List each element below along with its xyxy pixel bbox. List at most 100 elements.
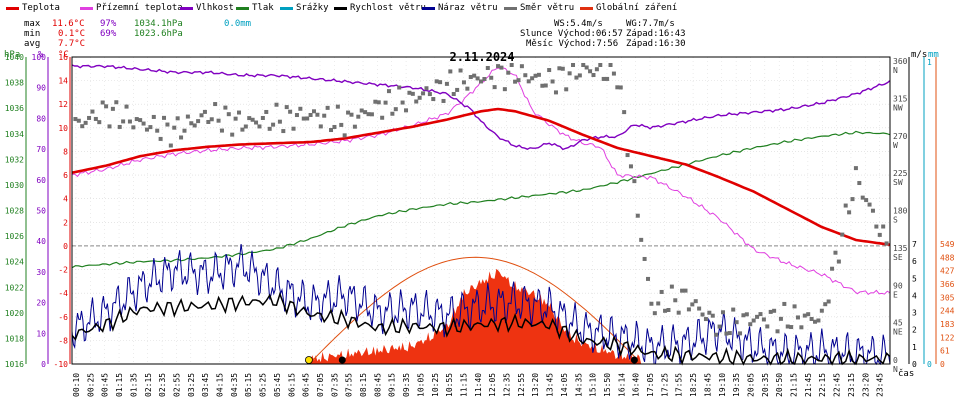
wind-direction-point — [386, 89, 391, 94]
wind-direction-point — [731, 307, 736, 312]
legend-swatch — [504, 6, 517, 10]
wind-direction-point — [608, 63, 613, 67]
x-tick-label: 20:35 — [761, 373, 770, 397]
y-tick-wm2: 366 — [940, 280, 955, 289]
wind-direction-point — [802, 313, 807, 318]
wind-direction-point — [509, 63, 514, 67]
y-tick-direction-label: SE — [893, 253, 903, 262]
x-tick-label: 00:45 — [101, 373, 110, 397]
x-tick-label: 13:45 — [546, 373, 555, 397]
legend-label: Rychlost větru — [350, 3, 426, 13]
y-tick-percent: 20 — [36, 299, 46, 308]
wind-direction-point — [97, 120, 102, 125]
wind-direction-point — [615, 85, 620, 90]
stat-min-humidity: 69% — [100, 29, 117, 39]
y-tick-direction: 45 — [893, 319, 903, 328]
wind-direction-point — [424, 86, 429, 91]
wind-direction-point — [697, 306, 702, 311]
wind-direction-point — [625, 153, 630, 158]
wind-direction-point — [611, 71, 616, 76]
wind-direction-point — [369, 112, 374, 117]
wind-direction-point — [663, 308, 668, 313]
wind-direction-point — [301, 116, 306, 121]
wind-direction-point — [646, 276, 651, 281]
wind-direction-point — [823, 302, 828, 307]
wind-direction-point — [325, 105, 330, 110]
wind-direction-point — [390, 111, 395, 116]
wind-direction-point — [138, 118, 143, 123]
wind-direction-point — [741, 313, 746, 318]
wind-direction-point — [656, 301, 661, 306]
wind-direction-point — [557, 66, 562, 71]
legend-swatch — [580, 6, 593, 10]
wind-direction-point — [407, 90, 412, 95]
wind-direction-point — [758, 312, 763, 317]
radiation-series — [304, 256, 642, 365]
x-tick-label: 08:45 — [373, 373, 382, 397]
x-tick-label: 18:25 — [689, 373, 698, 397]
wind-direction-point — [588, 69, 593, 74]
wind-direction-point — [847, 210, 852, 215]
legend-item-temp: Teplota — [6, 3, 60, 15]
wind-direction-point — [513, 79, 518, 84]
wind-direction-point — [397, 85, 402, 90]
y-tick-degc: -8 — [58, 336, 68, 345]
x-tick-label: 23:45 — [876, 373, 885, 397]
wind-direction-point — [577, 73, 582, 78]
axis-header-celsius: °C — [58, 50, 69, 60]
x-tick-label: 00:10 — [72, 373, 81, 397]
x-tick-label: 08:15 — [359, 373, 368, 397]
wind-direction-point — [209, 117, 214, 122]
wind-direction-point — [850, 197, 855, 202]
wind-direction-point — [598, 63, 603, 67]
legend-item-wind-dir: Směr větru — [504, 3, 574, 15]
series-line-teplota — [71, 107, 891, 246]
wind-direction-point — [179, 135, 184, 140]
wind-direction-point — [506, 70, 511, 75]
y-tick-wm2: 0 — [940, 360, 945, 369]
wind-direction-point — [867, 202, 872, 207]
legend-label: Vlhkost — [196, 3, 234, 13]
wind-direction-point — [864, 198, 869, 203]
stat-max-rain: 0.0mm — [224, 19, 252, 29]
line-series — [71, 64, 891, 366]
y-tick-wm2: 549 — [940, 240, 955, 249]
legend-swatch — [6, 6, 19, 10]
y-tick-wm2: 305 — [940, 293, 955, 302]
wind-direction-point — [877, 232, 882, 237]
legend-label: Tlak — [252, 3, 274, 13]
x-tick-label: 23:15 — [847, 373, 856, 397]
x-tick-label: 23:20 — [861, 373, 870, 397]
y-tick-direction: 360 — [893, 57, 908, 66]
wind-direction-point — [165, 122, 170, 127]
y-tick-degc: -2 — [58, 266, 68, 275]
wind-direction-point — [782, 301, 787, 306]
y-tick-direction: 0 — [893, 356, 898, 365]
legend-label: Přízemní teplota — [96, 3, 183, 13]
wind-direction-point — [427, 92, 432, 97]
x-tick-label: 09:35 — [402, 373, 411, 397]
axis-header-ms: m/s — [911, 50, 928, 60]
wind-direction-point — [748, 322, 753, 327]
wind-direction-point — [230, 132, 235, 137]
wind-direction-point — [485, 65, 490, 70]
wind-direction-point — [707, 310, 712, 315]
wind-direction-point — [254, 120, 259, 125]
y-tick-direction: 270 — [893, 132, 908, 141]
legend-item-wind-speed: Rychlost větru — [334, 3, 426, 15]
wind-direction-point — [134, 117, 139, 122]
wind-direction-point — [652, 311, 657, 316]
stat-max-humidity: 97% — [100, 19, 117, 29]
wind-direction-point — [830, 266, 835, 271]
wind-direction-point — [373, 99, 378, 104]
wind-direction-point — [339, 122, 344, 127]
wind-direction-point — [649, 301, 654, 306]
y-tick-direction: 90 — [893, 281, 903, 290]
sunrise-marker — [304, 356, 313, 364]
wind-direction-point — [727, 331, 732, 336]
wind-direction-point — [404, 108, 409, 113]
wind-direction-point — [683, 288, 688, 293]
radiation-area — [310, 268, 642, 364]
